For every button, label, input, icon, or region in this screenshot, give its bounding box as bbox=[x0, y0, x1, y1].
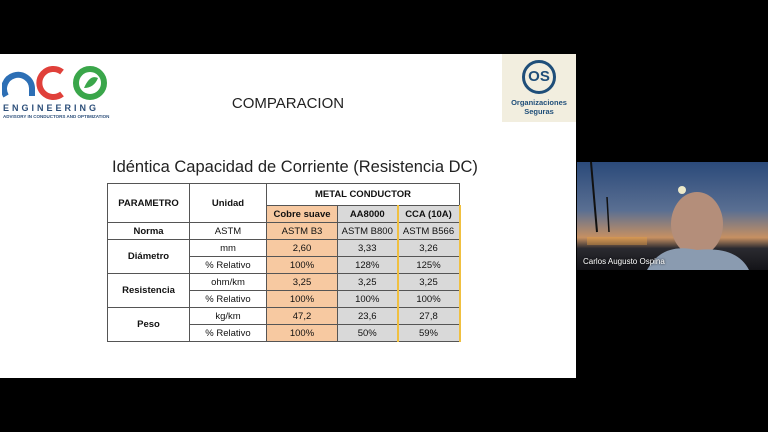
table-cell: Unidad bbox=[189, 183, 267, 223]
table-cell: 100% bbox=[266, 290, 338, 308]
table-row: % Relativo 100% 50% 59% bbox=[108, 324, 461, 342]
comparison-table: PARAMETRO Unidad METAL CONDUCTOR Cobre suav… bbox=[107, 183, 461, 342]
table-cell: 3,33 bbox=[337, 239, 398, 257]
table-row: Norma ASTM ASTM B3 ASTM B800 ASTM B566 bbox=[107, 222, 461, 240]
table-cell: % Relativo bbox=[189, 290, 267, 308]
os-logo: OS Organizaciones Seguras bbox=[502, 54, 576, 122]
table-cell: PARAMETRO bbox=[107, 183, 190, 223]
slide: ENGINEERING ADVISORY IN CONDUCTORS AND O… bbox=[0, 54, 576, 378]
table-cell: 27,8 bbox=[396, 307, 461, 325]
table-cell: 50% bbox=[337, 324, 398, 342]
table-cell: AA8000 bbox=[337, 205, 398, 223]
table-cell: ASTM B3 bbox=[266, 222, 338, 240]
table-cell: % Relativo bbox=[189, 256, 267, 274]
participant-name: Carlos Augusto Ospina bbox=[583, 257, 665, 266]
table-cell: % Relativo bbox=[189, 324, 267, 342]
table-row: PARAMETRO Unidad METAL CONDUCTOR bbox=[107, 183, 460, 223]
table-cell: METAL CONDUCTOR bbox=[266, 183, 460, 206]
table-cell: 128% bbox=[337, 256, 398, 274]
table-cell: ohm/km bbox=[189, 273, 267, 291]
table-cell: 3,25 bbox=[337, 273, 398, 291]
table-cell: 100% bbox=[266, 324, 338, 342]
participant-video: Carlos Augusto Ospina bbox=[577, 162, 768, 270]
table-cell: 23,6 bbox=[337, 307, 398, 325]
table-cell: 3,26 bbox=[396, 239, 461, 257]
slide-subtitle: Idéntica Capacidad de Corriente (Resiste… bbox=[112, 158, 478, 176]
table-row: % Relativo 100% 128% 125% bbox=[108, 256, 461, 274]
table-cell: 125% bbox=[396, 256, 461, 274]
table-cell: 47,2 bbox=[266, 307, 338, 325]
table-cell: Peso bbox=[107, 307, 190, 342]
table-row: Diámetro mm 2,60 3,33 3,26 bbox=[107, 239, 461, 274]
logo-tagline: ADVISORY IN CONDUCTORS AND OPTIMIZATION bbox=[3, 114, 110, 119]
table-cell: Resistencia bbox=[107, 273, 190, 308]
table-cell: 2,60 bbox=[266, 239, 338, 257]
video-scene bbox=[587, 162, 749, 270]
os-mark: OS bbox=[522, 60, 556, 94]
table-cell: CCA (10A) bbox=[396, 205, 461, 223]
table-cell: 59% bbox=[396, 324, 461, 342]
table-cell: ASTM B566 bbox=[396, 222, 461, 240]
table-cell: ASTM B800 bbox=[337, 222, 398, 240]
table-row: Resistencia ohm/km 3,25 3,25 3,25 bbox=[107, 273, 461, 308]
table-cell: mm bbox=[189, 239, 267, 257]
table-cell: 100% bbox=[266, 256, 338, 274]
table-row: Cobre suave AA8000 CCA (10A) bbox=[108, 205, 461, 223]
table-cell: 100% bbox=[396, 290, 461, 308]
table-cell: Diámetro bbox=[107, 239, 190, 274]
table-cell: ASTM bbox=[189, 222, 267, 240]
logo-name: ENGINEERING bbox=[3, 103, 100, 113]
table-cell: Cobre suave bbox=[266, 205, 338, 223]
table-cell: 3,25 bbox=[266, 273, 338, 291]
slide-title: COMPARACION bbox=[231, 95, 345, 112]
table-cell: 3,25 bbox=[396, 273, 461, 291]
os-name: Organizaciones Seguras bbox=[511, 98, 567, 116]
table-cell: Norma bbox=[107, 222, 190, 240]
aco-logo bbox=[2, 66, 107, 100]
table-cell: 100% bbox=[337, 290, 398, 308]
table-row: Peso kg/km 47,2 23,6 27,8 bbox=[107, 307, 461, 342]
table-cell: kg/km bbox=[189, 307, 267, 325]
